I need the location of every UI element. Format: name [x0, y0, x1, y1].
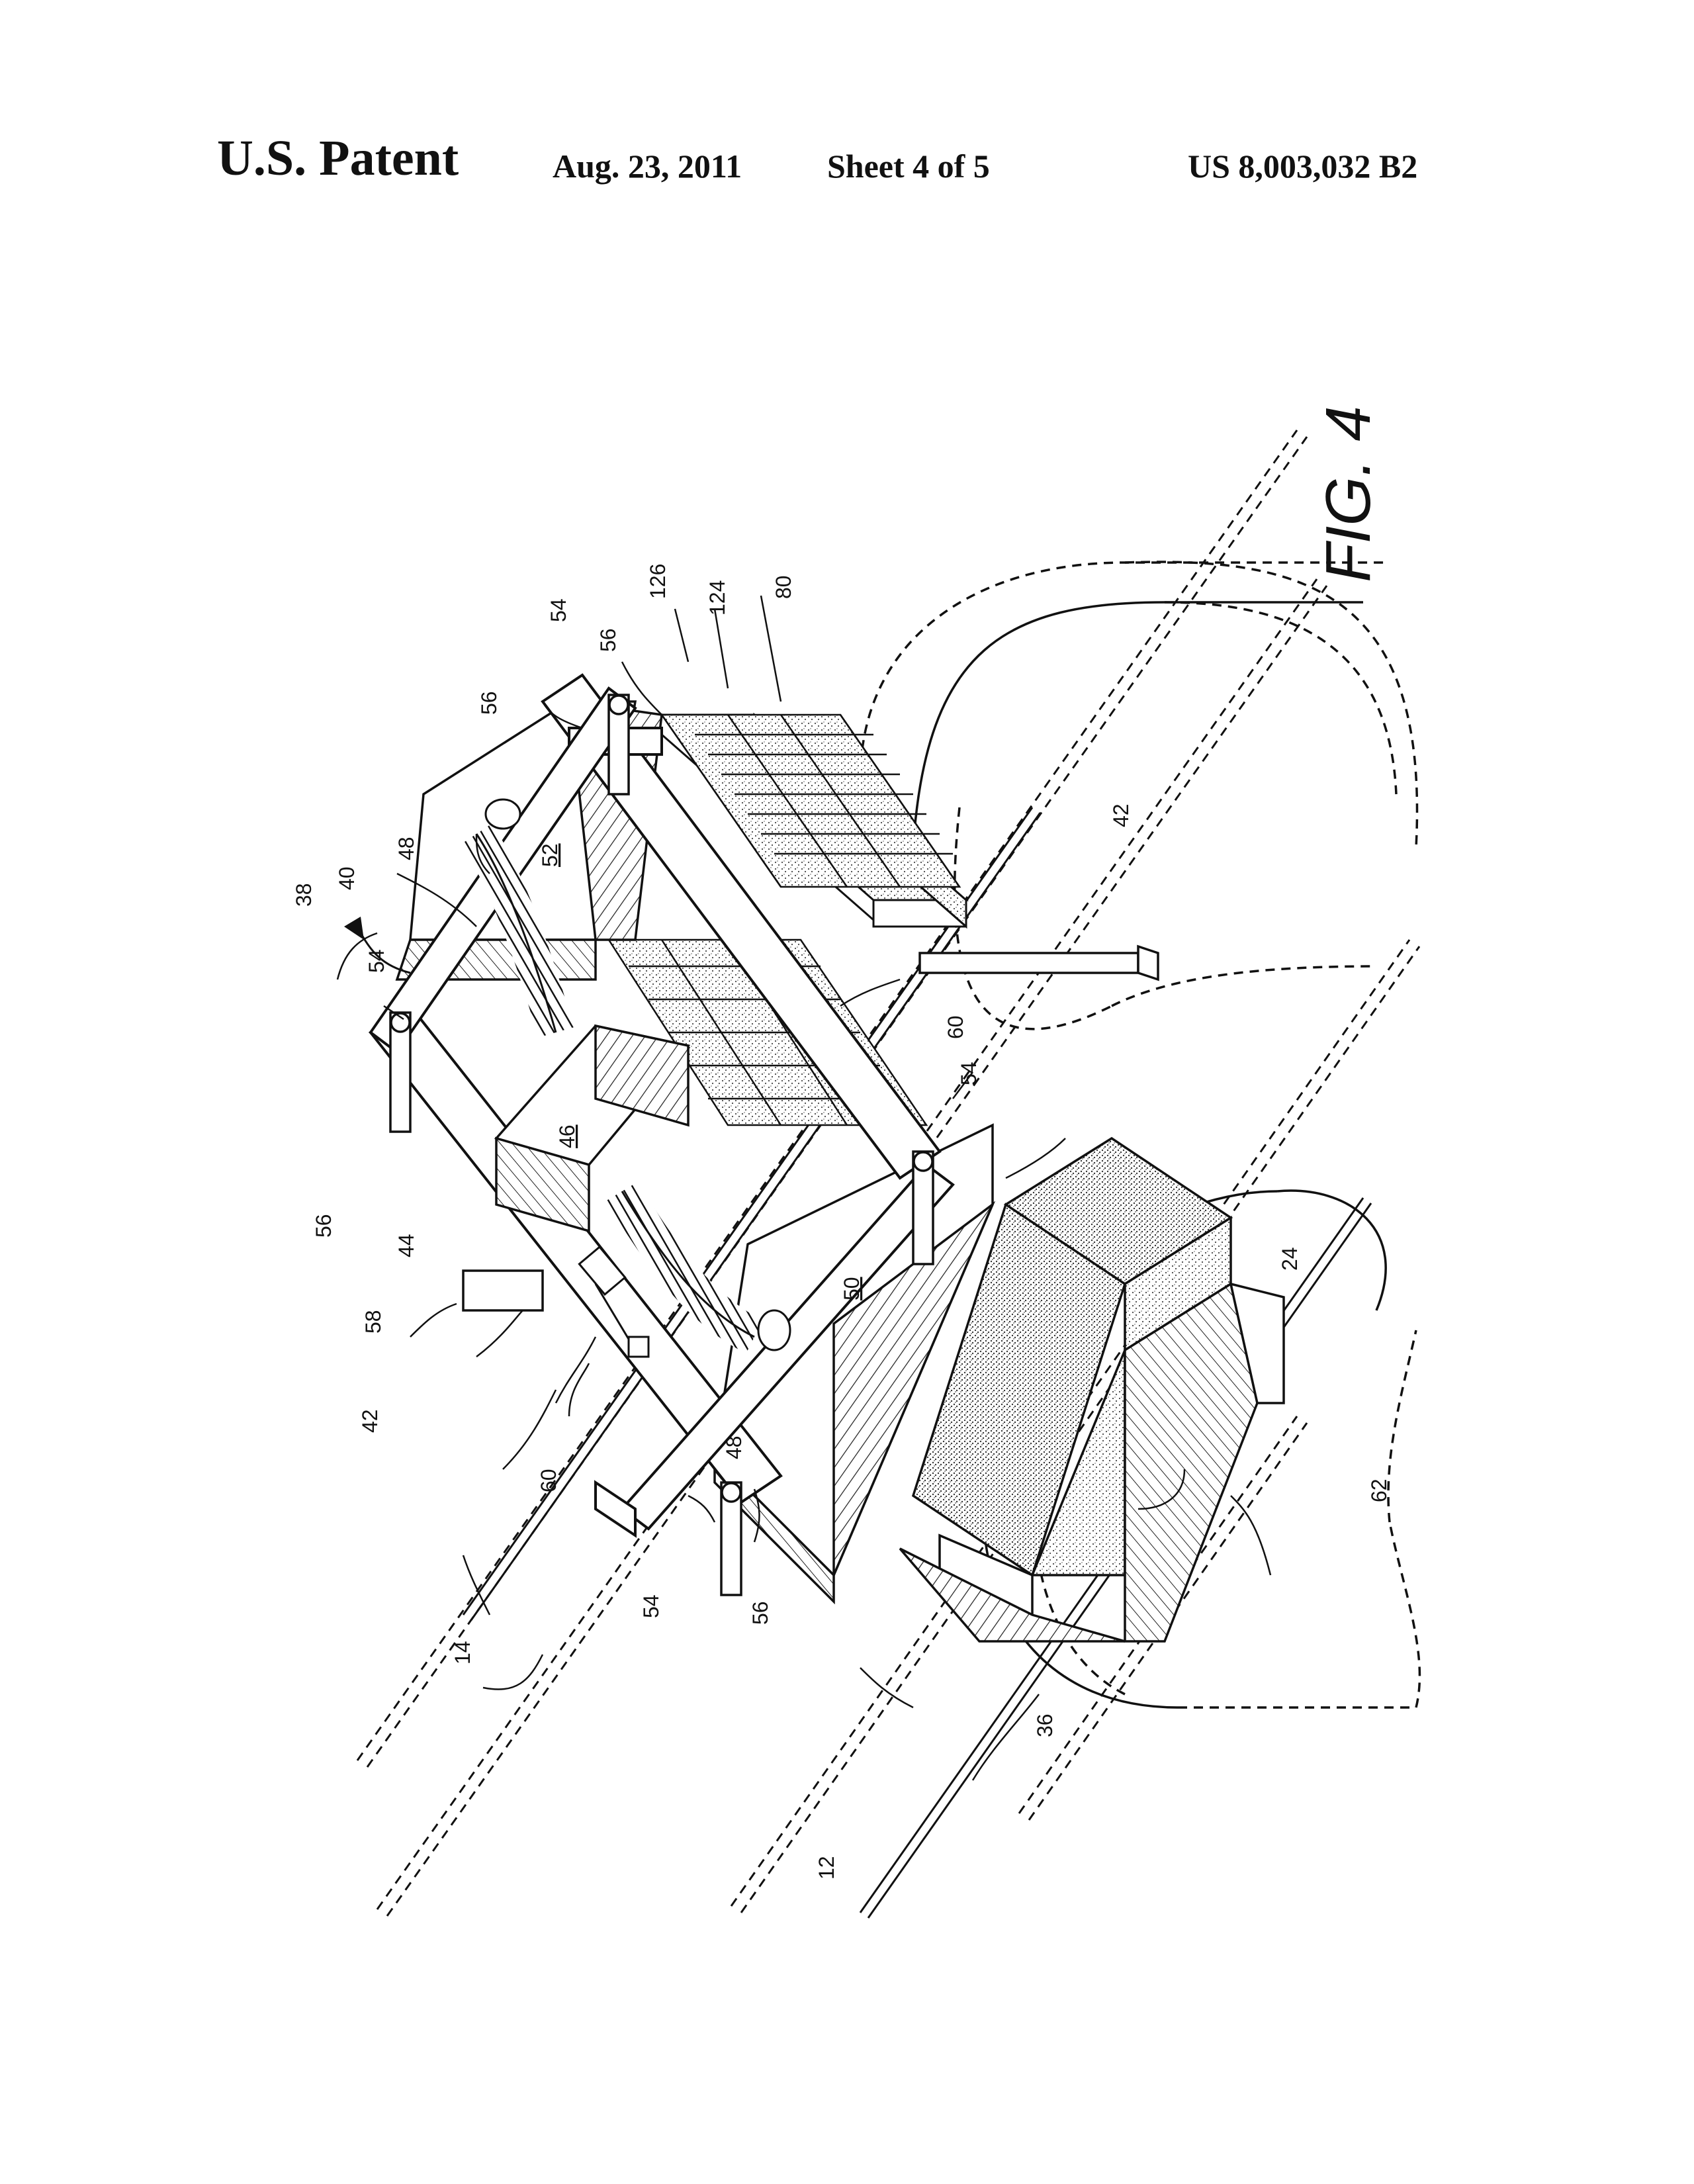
ref-40: 40	[335, 866, 359, 890]
ref-48a: 48	[394, 837, 418, 860]
ref-42b: 42	[358, 1409, 382, 1433]
ref-56a: 56	[477, 691, 501, 715]
ref-46: 46	[555, 1124, 579, 1148]
ref-60b: 60	[537, 1469, 560, 1492]
ref-42a: 42	[1109, 803, 1133, 827]
ref-12: 12	[815, 1856, 838, 1880]
ref-54c: 54	[957, 1062, 981, 1085]
ref-58: 58	[361, 1310, 385, 1334]
ref-124: 124	[705, 580, 729, 615]
support-post-42-left	[463, 1271, 543, 1310]
figure-label: FIG. 4	[1313, 406, 1384, 582]
arrowhead-38	[344, 917, 364, 940]
ref-14: 14	[451, 1641, 474, 1664]
ref-24: 24	[1278, 1247, 1302, 1271]
ref-36: 36	[1033, 1713, 1057, 1737]
ref-48b: 48	[722, 1435, 746, 1459]
ref-50: 50	[840, 1277, 864, 1300]
carriage-46	[496, 1026, 688, 1231]
ref-52: 52	[538, 843, 562, 867]
ref-56d: 56	[748, 1601, 772, 1625]
ref-56c: 56	[312, 1214, 335, 1238]
ref-62: 62	[1367, 1479, 1391, 1502]
ref-56b: 56	[596, 628, 620, 652]
ref-54d: 54	[639, 1594, 663, 1618]
ref-126: 126	[646, 564, 670, 599]
support-post-42	[920, 946, 1158, 979]
ref-54b: 54	[547, 598, 570, 622]
ref-38: 38	[292, 883, 316, 907]
ref-44: 44	[394, 1234, 418, 1257]
ref-60a: 60	[944, 1015, 967, 1039]
ref-54a: 54	[365, 949, 388, 973]
ref-80: 80	[772, 575, 795, 599]
